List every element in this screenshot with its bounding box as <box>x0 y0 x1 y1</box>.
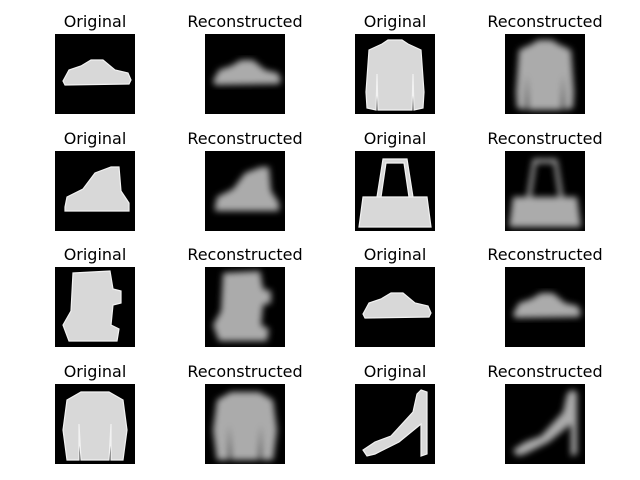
hoodie-silhouette <box>365 39 425 111</box>
ankle-boot-silhouette <box>64 166 130 212</box>
reconstructed-title: Reconstructed <box>487 12 603 31</box>
reconstructed-panel: Reconstructed <box>180 12 310 114</box>
original-title: Original <box>63 245 127 264</box>
sneaker-silhouette <box>362 292 432 319</box>
reconstructed-title: Reconstructed <box>187 362 303 381</box>
original-title: Original <box>63 362 127 381</box>
sandal-silhouette <box>513 390 577 456</box>
original-panel: Original <box>30 12 160 114</box>
original-image-ankle-boot <box>55 151 135 231</box>
reconstructed-image-sneaker <box>205 34 285 114</box>
reconstructed-image-boot <box>205 267 285 347</box>
reconstructed-image-hoodie <box>505 34 585 114</box>
original-panel: Original <box>330 12 460 114</box>
sneaker-silhouette <box>213 60 281 85</box>
reconstructed-panel: Reconstructed <box>480 245 610 347</box>
reconstructed-panel: Reconstructed <box>480 362 610 464</box>
reconstructed-title: Reconstructed <box>487 129 603 148</box>
hoodie-silhouette <box>516 40 574 110</box>
reconstructed-title: Reconstructed <box>187 12 303 31</box>
sneaker-silhouette <box>62 59 132 86</box>
reconstructed-panel: Reconstructed <box>480 129 610 231</box>
ankle-boot-silhouette <box>215 167 279 211</box>
reconstructed-image-sandal <box>505 384 585 464</box>
original-panel: Original <box>30 129 160 231</box>
original-image-sneaker <box>355 267 435 347</box>
original-title: Original <box>363 129 427 148</box>
original-image-bag <box>355 151 435 231</box>
bag-silhouette <box>509 159 581 227</box>
original-title: Original <box>363 12 427 31</box>
original-title: Original <box>63 12 127 31</box>
sandal-silhouette <box>362 389 428 457</box>
original-image-pullover <box>55 384 135 464</box>
original-title: Original <box>63 129 127 148</box>
boot-silhouette <box>213 271 271 341</box>
reconstructed-image-pullover <box>205 384 285 464</box>
original-panel: Original <box>30 245 160 347</box>
reconstructed-title: Reconstructed <box>487 245 603 264</box>
reconstructed-image-bag <box>505 151 585 231</box>
original-image-sneaker <box>55 34 135 114</box>
reconstructed-image-sneaker <box>505 267 585 347</box>
original-title: Original <box>363 245 427 264</box>
reconstructed-panel: Reconstructed <box>180 362 310 464</box>
original-image-boot <box>55 267 135 347</box>
boot-silhouette <box>62 270 122 342</box>
reconstructed-title: Reconstructed <box>187 245 303 264</box>
original-panel: Original <box>330 362 460 464</box>
reconstructed-panel: Reconstructed <box>480 12 610 114</box>
original-panel: Original <box>30 362 160 464</box>
original-image-sandal <box>355 384 435 464</box>
sneaker-silhouette <box>513 293 581 318</box>
original-panel: Original <box>330 245 460 347</box>
pullover-silhouette <box>213 392 277 460</box>
reconstructed-panel: Reconstructed <box>180 129 310 231</box>
reconstructed-panel: Reconstructed <box>180 245 310 347</box>
bag-silhouette <box>358 158 432 228</box>
original-title: Original <box>363 362 427 381</box>
reconstructed-image-ankle-boot <box>205 151 285 231</box>
original-panel: Original <box>330 129 460 231</box>
reconstructed-title: Reconstructed <box>187 129 303 148</box>
pullover-silhouette <box>62 391 128 461</box>
original-image-hoodie <box>355 34 435 114</box>
reconstructed-title: Reconstructed <box>487 362 603 381</box>
